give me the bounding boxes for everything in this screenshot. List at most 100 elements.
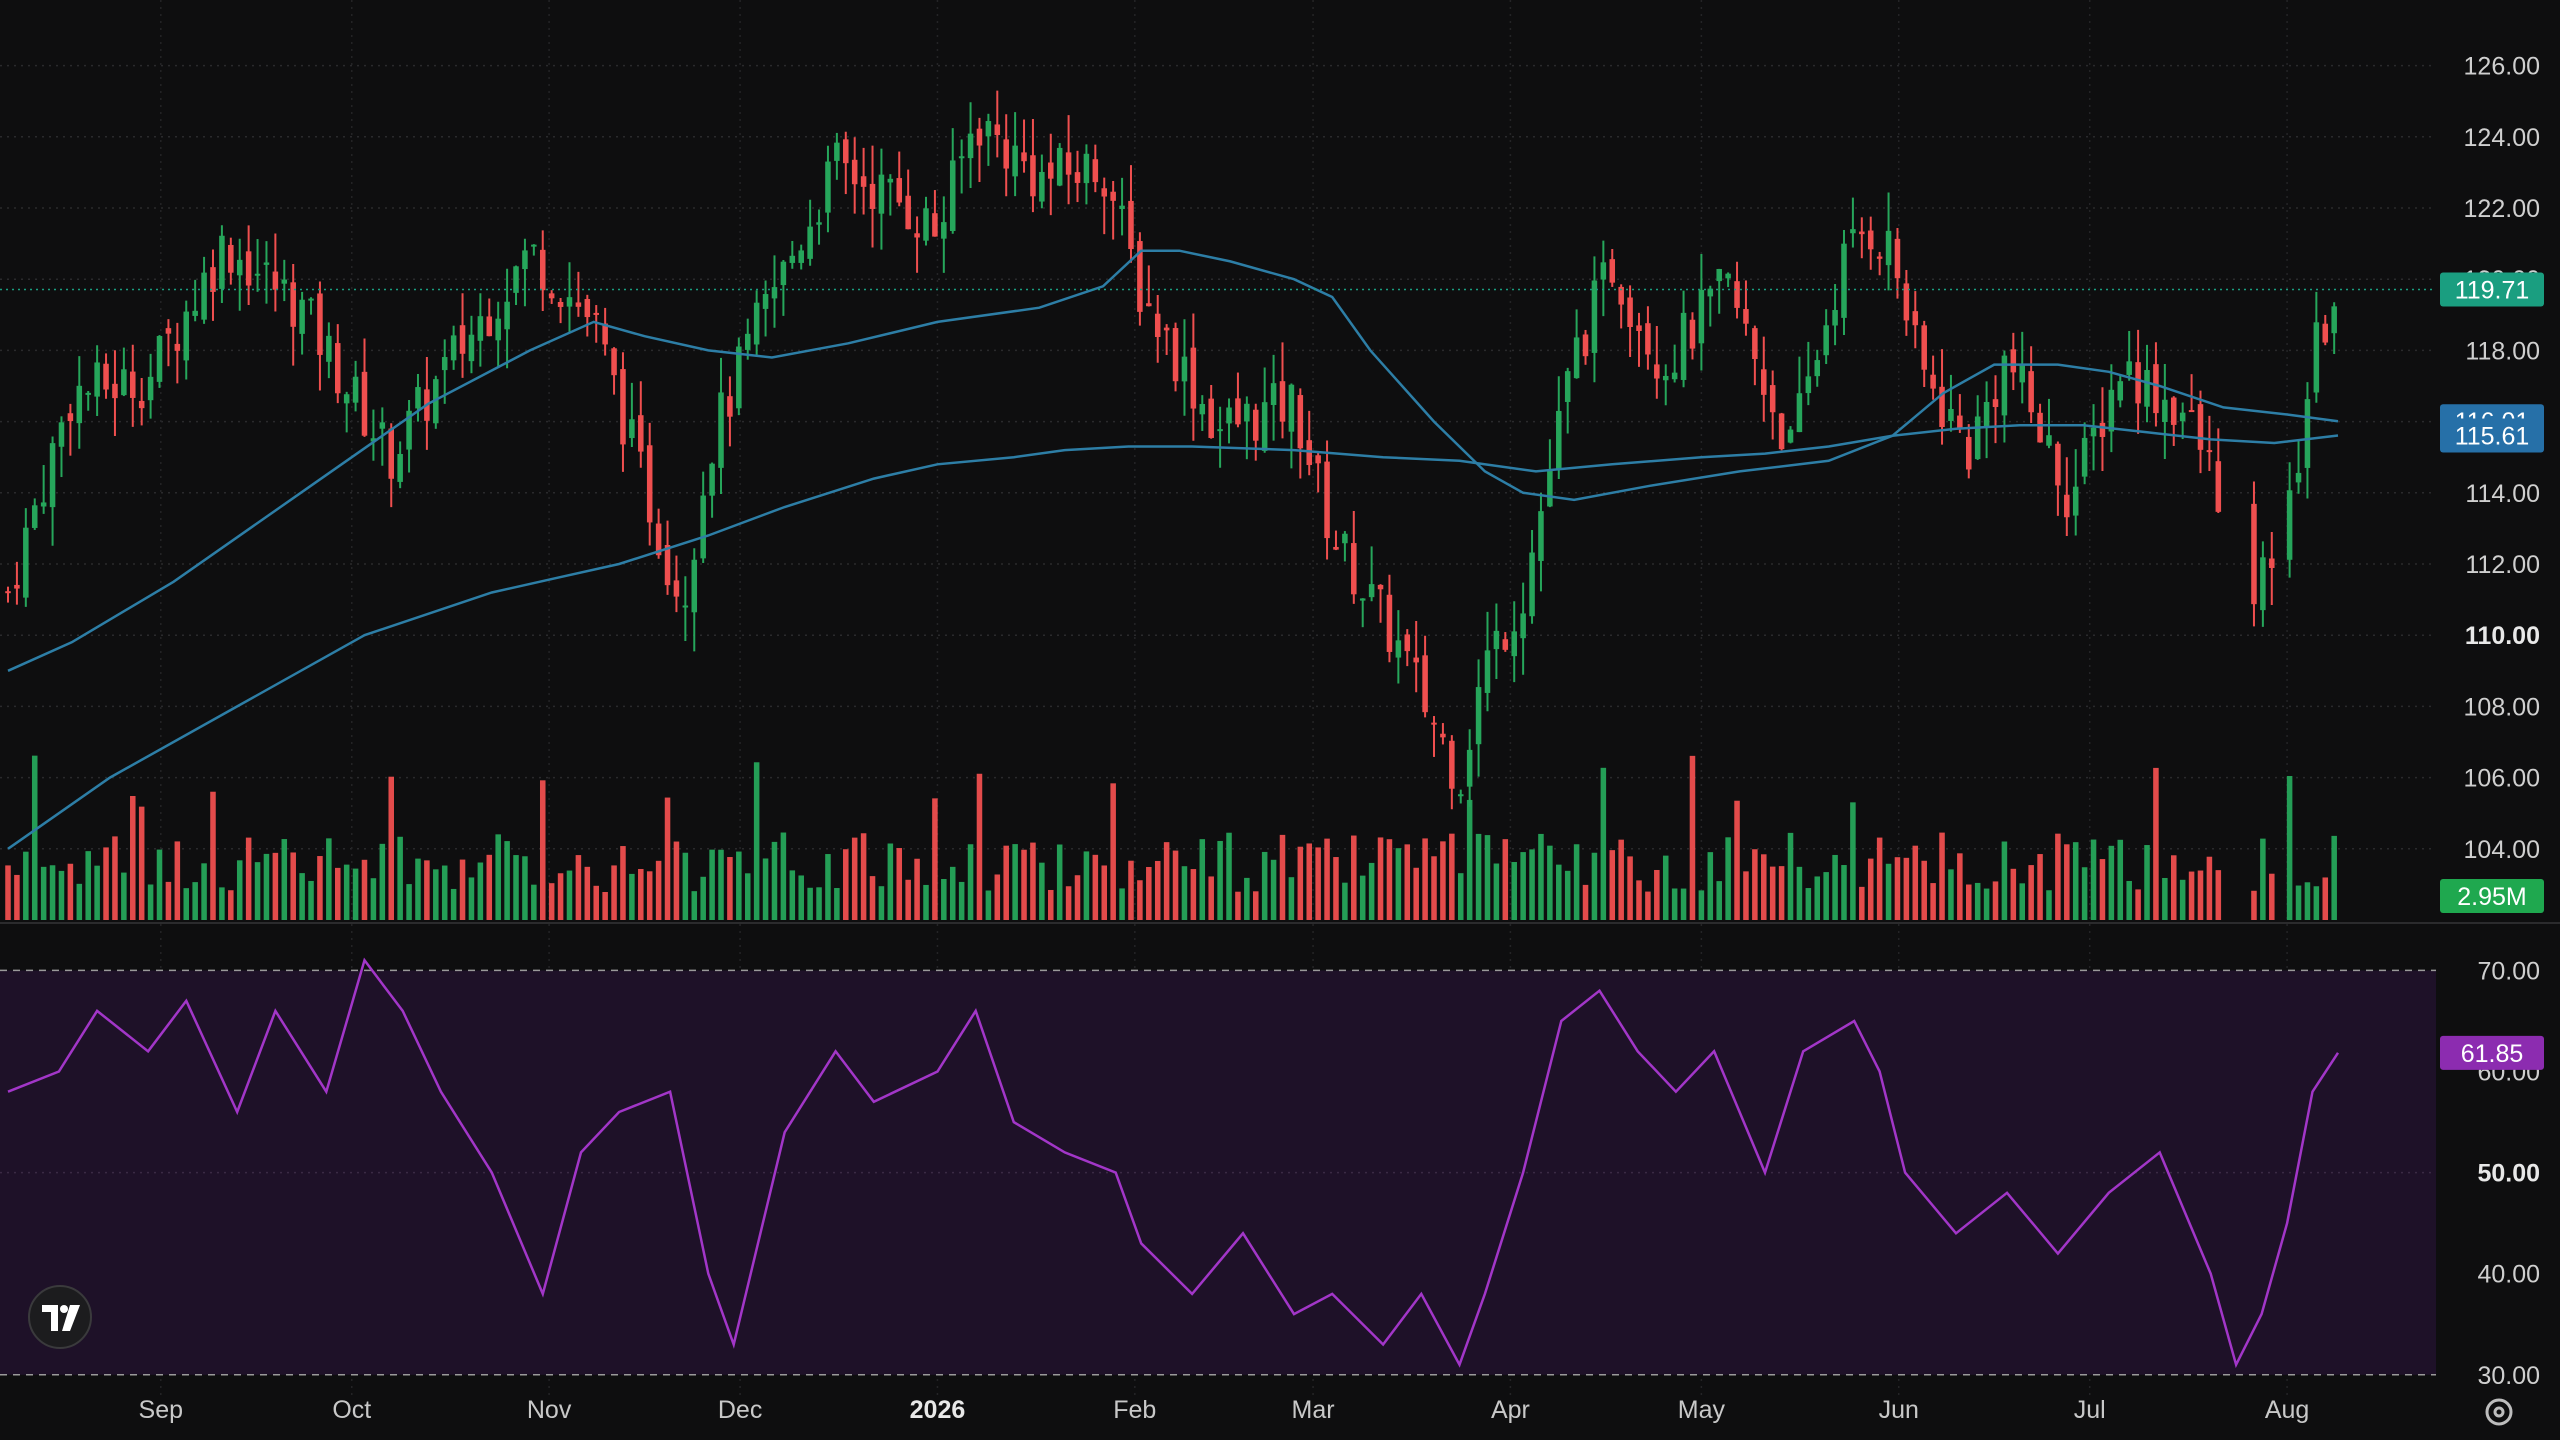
candle-body[interactable] (709, 463, 715, 496)
candle-body[interactable] (1903, 283, 1910, 321)
candle-body[interactable] (58, 422, 65, 447)
candle-body[interactable] (1582, 334, 1589, 357)
candle-body[interactable] (2081, 437, 2088, 477)
candle-body[interactable] (1547, 470, 1553, 507)
candle-body[interactable] (1787, 429, 1794, 443)
candle-body[interactable] (851, 159, 858, 185)
candle-body[interactable] (1288, 384, 1295, 432)
candle-body[interactable] (1074, 172, 1081, 183)
candle-body[interactable] (317, 293, 323, 355)
candle-body[interactable] (103, 363, 109, 390)
candle-body[interactable] (1823, 325, 1829, 356)
candle-body[interactable] (1048, 162, 1054, 179)
candle-body[interactable] (914, 233, 920, 238)
candle-body[interactable] (1190, 347, 1197, 409)
candle-body[interactable] (1128, 200, 1134, 250)
candle-body[interactable] (1769, 385, 1776, 413)
candle-body[interactable] (2331, 306, 2337, 334)
candle-body[interactable] (1351, 543, 1357, 595)
candle-body[interactable] (2046, 435, 2052, 446)
candle-body[interactable] (2019, 363, 2026, 383)
candle-body[interactable] (1306, 440, 1312, 466)
candle-body[interactable] (2170, 397, 2177, 425)
candle-body[interactable] (2126, 361, 2132, 375)
candle-body[interactable] (201, 272, 207, 320)
candle-body[interactable] (31, 505, 38, 528)
candle-body[interactable] (370, 438, 377, 442)
candle-body[interactable] (2304, 399, 2311, 468)
candle-body[interactable] (905, 195, 911, 230)
candle-body[interactable] (2322, 323, 2329, 343)
candle-body[interactable] (361, 371, 368, 436)
candle-body[interactable] (539, 249, 546, 291)
candle-body[interactable] (834, 142, 840, 161)
candle-body[interactable] (1654, 364, 1660, 379)
candle-body[interactable] (2135, 362, 2141, 404)
candle-body[interactable] (1297, 395, 1304, 449)
candle-body[interactable] (272, 271, 279, 290)
candle-body[interactable] (1876, 256, 1883, 259)
candle-body[interactable] (23, 527, 29, 598)
candle-body[interactable] (263, 262, 270, 265)
candle-body[interactable] (468, 334, 475, 362)
candle-body[interactable] (2269, 558, 2275, 568)
candle-body[interactable] (2286, 490, 2293, 560)
candle-body[interactable] (1636, 325, 1642, 331)
candle-body[interactable] (308, 298, 314, 301)
candle-body[interactable] (531, 244, 537, 247)
candle-body[interactable] (1279, 381, 1286, 422)
candle-body[interactable] (2108, 389, 2115, 432)
candle-body[interactable] (932, 213, 938, 237)
candle-body[interactable] (691, 559, 698, 613)
candle-body[interactable] (2072, 486, 2079, 516)
candle-body[interactable] (1315, 455, 1321, 464)
candle-body[interactable] (1761, 369, 1767, 395)
candle-body[interactable] (450, 335, 457, 361)
candle-body[interactable] (513, 266, 519, 293)
candle-body[interactable] (548, 293, 555, 299)
time-axis[interactable]: Sep Oct Nov Dec 2026 Feb Mar Apr May Jun Jul Aug (139, 1396, 2310, 1424)
candle-body[interactable] (2251, 503, 2257, 605)
candle-body[interactable] (771, 287, 778, 299)
candle-body[interactable] (406, 410, 412, 450)
candle-body[interactable] (1671, 372, 1678, 380)
candle-body[interactable] (753, 302, 760, 345)
candle-body[interactable] (762, 294, 769, 309)
candle-body[interactable] (1992, 399, 1999, 408)
candle-body[interactable] (2090, 427, 2097, 437)
candle-body[interactable] (611, 348, 617, 376)
candle-body[interactable] (816, 222, 822, 225)
candle-body[interactable] (1466, 749, 1473, 787)
candle-body[interactable] (415, 387, 421, 409)
candle-body[interactable] (290, 282, 296, 327)
candle-body[interactable] (1261, 402, 1268, 451)
candle-body[interactable] (1056, 147, 1063, 186)
candle-body[interactable] (1841, 243, 1847, 318)
candle-body[interactable] (174, 343, 181, 351)
candle-body[interactable] (860, 176, 867, 187)
candle-body[interactable] (646, 445, 653, 523)
candle-body[interactable] (2188, 410, 2195, 413)
candle-body[interactable] (1457, 794, 1464, 797)
candle-body[interactable] (976, 128, 983, 146)
candle-body[interactable] (2179, 412, 2186, 422)
candle-body[interactable] (1930, 374, 1936, 389)
candle-body[interactable] (1440, 733, 1446, 738)
candle-body[interactable] (1252, 409, 1259, 441)
candle-body[interactable] (245, 251, 252, 286)
candle-body[interactable] (700, 495, 706, 559)
candle-body[interactable] (504, 301, 510, 330)
candle-body[interactable] (1493, 630, 1500, 650)
candle-body[interactable] (1030, 155, 1036, 197)
candle-body[interactable] (967, 133, 974, 159)
candle-body[interactable] (1368, 584, 1375, 598)
candle-body[interactable] (254, 273, 261, 276)
candle-body[interactable] (1752, 328, 1758, 360)
candle-body[interactable] (228, 244, 234, 273)
candle-body[interactable] (1556, 410, 1562, 470)
candle-body[interactable] (1948, 408, 1954, 421)
candle-body[interactable] (718, 392, 724, 468)
candle-body[interactable] (1743, 309, 1749, 324)
candle-body[interactable] (958, 156, 965, 159)
